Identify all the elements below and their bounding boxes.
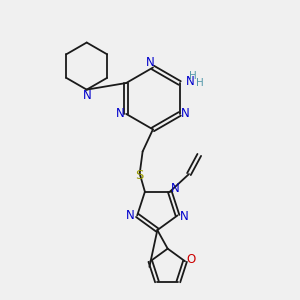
Text: O: O [186,253,196,266]
Text: N: N [186,75,195,88]
Text: N: N [180,210,188,224]
Text: N: N [116,107,125,120]
Text: N: N [181,107,190,120]
Text: H: H [188,71,196,81]
Text: N: N [83,89,92,102]
Text: H: H [196,78,204,88]
Text: N: N [146,56,155,69]
Text: N: N [126,209,135,222]
Text: N: N [171,182,180,195]
Text: S: S [135,169,143,182]
